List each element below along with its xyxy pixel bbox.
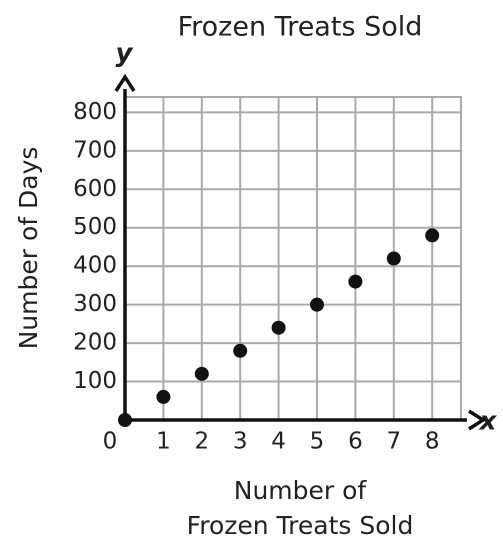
y-tick-label: 800 (73, 99, 117, 125)
point (310, 297, 324, 312)
y-axis-name: y (116, 39, 134, 69)
x-tick-label: 3 (233, 429, 248, 455)
y-arrow (114, 73, 136, 92)
plot-frame (124, 96, 462, 421)
x-tick-label: 7 (386, 429, 401, 455)
y-axis-label: Number of Days (14, 147, 43, 350)
x-axis-label: Number of (234, 476, 368, 505)
x-tick-label: 8 (425, 429, 440, 455)
point (386, 251, 401, 266)
x-arrow (468, 409, 487, 431)
x-tick-label: 2 (194, 429, 209, 455)
point (194, 366, 209, 381)
x-tick-label: 6 (348, 429, 363, 455)
y-tick-label: 400 (73, 253, 117, 279)
y-tick-label: 600 (73, 176, 117, 202)
point (271, 320, 286, 335)
y-tick-label: 100 (73, 368, 117, 394)
point (348, 274, 363, 289)
x-tick-label: 0 (103, 429, 118, 455)
point (233, 343, 248, 358)
x-tick-label: 5 (310, 429, 325, 455)
y-tick-label: 700 (73, 137, 117, 163)
y-tick-label: 200 (73, 330, 117, 356)
point (118, 413, 132, 427)
y-tick-label: 300 (73, 291, 117, 317)
x-axis-label: Frozen Treats Sold (187, 511, 414, 540)
y-tick-label: 500 (73, 214, 117, 240)
x-tick-label: 1 (156, 429, 171, 455)
x-tick-label: 4 (271, 429, 286, 455)
point (425, 228, 440, 243)
chart-title: Frozen Treats Sold (178, 12, 423, 43)
x-axis-name: x (478, 407, 498, 437)
point (156, 389, 171, 404)
